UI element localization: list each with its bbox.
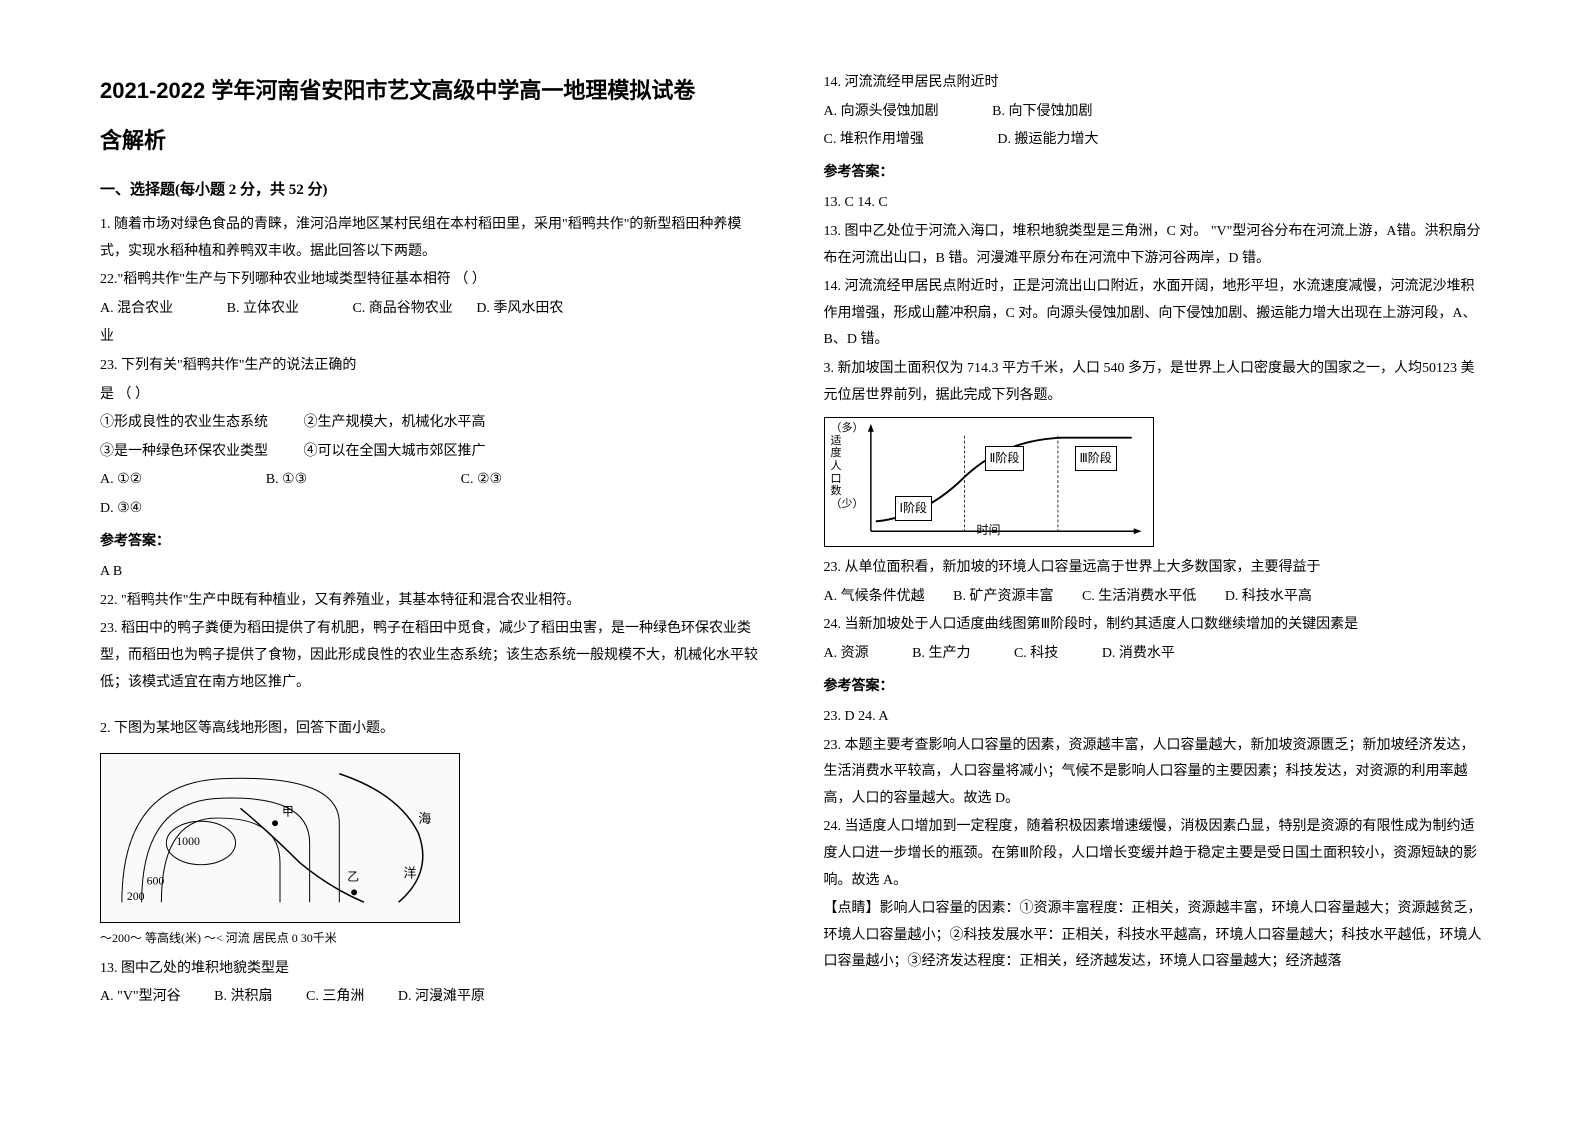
q13-opt-b: B. 洪积扇: [214, 984, 272, 1011]
q14-stem: 14. 河流流经甲居民点附近时: [824, 70, 1488, 97]
q14-options-cd: C. 堆积作用增强 D. 搬运能力增大: [824, 127, 1488, 154]
q13-stem: 13. 图中乙处的堆积地貌类型是: [100, 956, 764, 983]
q23-statements-34: ③是一种绿色环保农业类型 ④可以在全国大城市郊区推广: [100, 439, 764, 466]
q3-answer-label: 参考答案：: [824, 674, 1488, 701]
right-column: 14. 河流流经甲居民点附近时 A. 向源头侵蚀加剧 B. 向下侵蚀加剧 C. …: [824, 70, 1488, 1013]
q23-s3: ③是一种绿色环保农业类型: [100, 439, 300, 466]
q23-s1: ①形成良性的农业生态系统: [100, 410, 300, 437]
q23-s4: ④可以在全国大城市郊区推广: [304, 444, 486, 459]
q23-opt-a: A. ①②: [100, 467, 142, 494]
q3-23-opt-d: D. 科技水平高: [1225, 584, 1312, 611]
q3-expl24: 24. 当适度人口增加到一定程度，随着积极因素增速缓慢，消极因素凸显，特别是资源…: [824, 814, 1488, 894]
q2-intro: 2. 下图为某地区等高线地形图，回答下面小题。: [100, 716, 764, 743]
q3-23-opt-a: A. 气候条件优越: [824, 584, 925, 611]
contour-600-label: 600: [147, 873, 165, 887]
population-curve-chart: （多） 适 度 人 口 数 （少） Ⅰ阶段 Ⅱ阶段: [824, 417, 1154, 547]
q22-stem: 22."稻鸭共作"生产与下列哪种农业地域类型特征基本相符 （ ）: [100, 267, 764, 294]
q3-answer: 23. D 24. A: [824, 704, 1488, 731]
q22-opt-d-cont: 业: [100, 324, 764, 351]
q23-stem: 23. 下列有关"稻鸭共作"生产的说法正确的: [100, 353, 764, 380]
q23-opt-b: B. ①③: [266, 467, 307, 494]
q14-options-ab: A. 向源头侵蚀加剧 B. 向下侵蚀加剧: [824, 99, 1488, 126]
yi-label: 乙: [347, 869, 359, 883]
left-column: 2021-2022 学年河南省安阳市艺文高级中学高一地理模拟试卷 含解析 一、选…: [100, 70, 764, 1013]
jia-label: 甲: [282, 804, 294, 818]
q23-stem-b: 是 （ ）: [100, 382, 764, 409]
q14-opt-a: A. 向源头侵蚀加剧: [824, 99, 939, 126]
q22-opt-b: B. 立体农业: [227, 296, 299, 323]
q13-opt-d: D. 河漫滩平原: [398, 984, 485, 1011]
q22-opt-d: D. 季风水田农: [476, 296, 563, 323]
q1-answer-label: 参考答案：: [100, 529, 764, 556]
q3-24-opt-b: B. 生产力: [912, 641, 970, 668]
q22-opt-c: C. 商品谷物农业: [352, 296, 452, 323]
hai-label: 海: [418, 812, 431, 826]
q3-expl23: 23. 本题主要考查影响人口容量的因素，资源越丰富，人口容量越大，新加坡资源匮乏…: [824, 733, 1488, 813]
contour-map-figure: 1000 600 200 甲 乙 海 洋: [100, 753, 460, 923]
q23-opt-d: D. ③④: [100, 496, 764, 523]
q3-24-opt-d: D. 消费水平: [1102, 641, 1175, 668]
q1-intro: 1. 随着市场对绿色食品的青睐，淮河沿岸地区某村民组在本村稻田里，采用"稻鸭共作…: [100, 212, 764, 265]
q2-expl14: 14. 河流流经甲居民点附近时，正是河流出山口附近，水面开阔，地形平坦，水流速度…: [824, 274, 1488, 354]
q22-opt-a: A. 混合农业: [100, 296, 173, 323]
q3-23-opt-b: B. 矿产资源丰富: [953, 584, 1053, 611]
x-axis-label: 时间: [976, 519, 1000, 542]
stage3-label: Ⅲ阶段: [1075, 446, 1117, 471]
q13-opt-a: A. "V"型河谷: [100, 984, 181, 1011]
q3-24-options: A. 资源 B. 生产力 C. 科技 D. 消费水平: [824, 641, 1488, 668]
q3-23-options: A. 气候条件优越 B. 矿产资源丰富 C. 生活消费水平低 D. 科技水平高: [824, 584, 1488, 611]
q14-opt-c: C. 堆积作用增强: [824, 127, 924, 154]
q3-23-opt-c: C. 生活消费水平低: [1082, 584, 1196, 611]
q1-expl23: 23. 稻田中的鸭子粪便为稻田提供了有机肥，鸭子在稻田中觅食，减少了稻田虫害，是…: [100, 616, 764, 696]
q3-23-stem: 23. 从单位面积看，新加坡的环境人口容量远高于世界上大多数国家，主要得益于: [824, 555, 1488, 582]
map-legend: 〜200〜 等高线(米) 〜< 河流 居民点 0 30千米: [100, 927, 764, 950]
q22-options: A. 混合农业 B. 立体农业 C. 商品谷物农业 D. 季风水田农: [100, 296, 764, 323]
q23-opt-c: C. ②③: [461, 467, 502, 494]
q23-statements-12: ①形成良性的农业生态系统 ②生产规模大，机械化水平高: [100, 410, 764, 437]
q1-expl22: 22. "稻鸭共作"生产中既有种植业，又有养殖业，其基本特征和混合农业相符。: [100, 588, 764, 615]
q2-answer-label: 参考答案：: [824, 160, 1488, 187]
q3-intro: 3. 新加坡国土面积仅为 714.3 平方千米，人口 540 多万，是世界上人口…: [824, 356, 1488, 409]
q14-opt-b: B. 向下侵蚀加剧: [992, 99, 1092, 126]
q23-options: A. ①② B. ①③ C. ②③: [100, 467, 764, 494]
contour-1000-label: 1000: [176, 834, 200, 848]
q3-24-opt-c: C. 科技: [1014, 641, 1058, 668]
stage2-label: Ⅱ阶段: [985, 446, 1025, 471]
document-title-2: 含解析: [100, 120, 764, 162]
contour-svg: 1000 600 200 甲 乙 海 洋: [101, 754, 459, 922]
q14-opt-d: D. 搬运能力增大: [997, 127, 1098, 154]
q3-tip: 【点睛】影响人口容量的因素：①资源丰富程度：正相关，资源越丰富，环境人口容量越大…: [824, 896, 1488, 976]
section-heading: 一、选择题(每小题 2 分，共 52 分): [100, 176, 764, 205]
q13-options: A. "V"型河谷 B. 洪积扇 C. 三角洲 D. 河漫滩平原: [100, 984, 764, 1011]
document-title-1: 2021-2022 学年河南省安阳市艺文高级中学高一地理模拟试卷: [100, 70, 764, 112]
q13-opt-c: C. 三角洲: [306, 984, 364, 1011]
q1-answer: A B: [100, 559, 764, 586]
q3-24-opt-a: A. 资源: [824, 641, 869, 668]
contour-200a-label: 200: [127, 889, 145, 903]
q2-answer: 13. C 14. C: [824, 190, 1488, 217]
q2-expl13: 13. 图中乙处位于河流入海口，堆积地貌类型是三角洲，C 对。 "V"型河谷分布…: [824, 219, 1488, 272]
stage1-label: Ⅰ阶段: [895, 496, 933, 521]
q3-24-stem: 24. 当新加坡处于人口适度曲线图第Ⅲ阶段时，制约其适度人口数继续增加的关键因素…: [824, 612, 1488, 639]
q23-s2: ②生产规模大，机械化水平高: [304, 415, 486, 430]
exam-page: 2021-2022 学年河南省安阳市艺文高级中学高一地理模拟试卷 含解析 一、选…: [100, 70, 1487, 1013]
yang-label: 洋: [404, 866, 417, 880]
